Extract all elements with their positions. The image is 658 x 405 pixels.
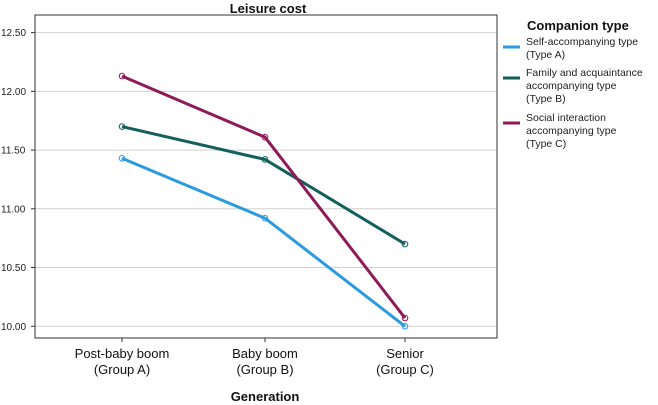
y-tick-label: 10.50	[1, 263, 26, 274]
data-point	[118, 154, 126, 162]
legend-label-line: accompanying type	[526, 125, 617, 137]
legend-item: Self-accompanying type (Type A)	[503, 36, 638, 61]
chart-title: Leisure cost	[230, 1, 307, 16]
legend-label-line: (Type B)	[526, 93, 566, 105]
legend-item: Family and acquaintance accompanying type…	[503, 67, 643, 105]
legend-label-line: (Type A)	[526, 49, 565, 61]
x-axis: Post-baby boom (Group A) Baby boom (Group B…	[75, 338, 434, 377]
data-point	[118, 123, 126, 130]
y-axis: 10.00 10.50 11.00 11.50 12.00 12.50	[1, 28, 35, 333]
legend-title: Companion type	[527, 18, 629, 33]
legend-label-line: Social interaction	[526, 112, 606, 124]
legend-label: Self-accompanying type (Type A)	[526, 36, 638, 61]
data-point	[401, 240, 409, 248]
plot-area	[34, 14, 498, 339]
gridlines	[35, 32, 497, 327]
y-tick-label: 10.00	[1, 322, 26, 333]
legend-item: Social interaction accompanying type (Type…	[503, 112, 617, 150]
x-tick-label: Senior (Group C)	[376, 346, 434, 377]
x-tick-label-line: Post-baby boom	[75, 346, 170, 361]
series-line	[121, 125, 406, 246]
x-axis-label: Generation	[231, 389, 300, 404]
series-line	[121, 156, 406, 328]
data-point	[401, 314, 409, 322]
x-tick-label: Baby boom (Group B)	[232, 346, 298, 377]
legend-label: Social interaction accompanying type (Type…	[526, 112, 617, 150]
y-tick-label: 11.00	[1, 204, 26, 215]
data-point	[401, 322, 409, 330]
legend-label-line: Family and acquaintance	[526, 67, 643, 79]
series-group	[118, 72, 409, 330]
x-tick-label-line: Baby boom	[232, 346, 298, 361]
legend-label-line: accompanying type	[526, 80, 617, 92]
y-tick-label: 11.50	[1, 146, 26, 157]
x-tick-label-line: (Group C)	[376, 362, 434, 377]
data-point	[261, 156, 269, 163]
series-line	[121, 74, 407, 319]
x-tick-label-line: Senior	[386, 346, 424, 361]
series-2	[118, 123, 409, 248]
y-tick-label: 12.00	[1, 87, 26, 98]
x-tick-label: Post-baby boom (Group A)	[75, 346, 170, 377]
data-point	[261, 214, 269, 222]
x-tick-label-line: (Group A)	[94, 362, 150, 377]
legend-label-line: (Type C)	[526, 138, 566, 150]
y-tick-label: 12.50	[1, 28, 26, 39]
series-3	[118, 72, 409, 322]
data-point	[118, 72, 126, 80]
series-1	[118, 154, 409, 330]
legend: Companion type Self-accompanying type (Ty…	[503, 18, 643, 150]
legend-label-line: Self-accompanying type	[526, 36, 638, 48]
legend-label: Family and acquaintance accompanying type…	[526, 67, 643, 105]
data-point	[261, 133, 269, 141]
x-tick-label-line: (Group B)	[236, 362, 293, 377]
